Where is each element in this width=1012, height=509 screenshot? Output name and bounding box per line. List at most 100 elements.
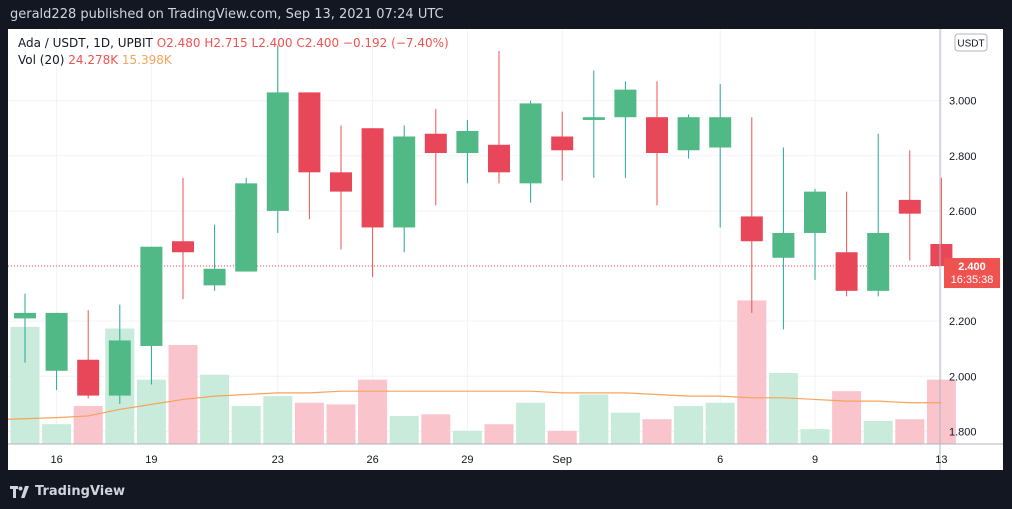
- volume-bar: [326, 404, 356, 444]
- candle[interactable]: [519, 100, 542, 203]
- time-tick-label: 19: [145, 454, 157, 466]
- candle-body: [45, 312, 68, 371]
- candle-body: [835, 252, 858, 291]
- volume-bar: [42, 424, 72, 444]
- candle[interactable]: [235, 177, 258, 272]
- candle[interactable]: [614, 81, 637, 178]
- time-tick-label: 26: [366, 454, 378, 466]
- candle[interactable]: [867, 133, 890, 297]
- candle[interactable]: [45, 312, 68, 391]
- price-tick-label: 1.800: [949, 426, 977, 438]
- volume-ma-value: 15.398K: [121, 53, 172, 67]
- candle[interactable]: [14, 293, 36, 363]
- candle-body: [330, 172, 352, 192]
- candle[interactable]: [582, 70, 605, 178]
- currency-badge[interactable]: USDT: [954, 33, 988, 52]
- volume-bar: [263, 396, 293, 444]
- candle[interactable]: [77, 310, 100, 399]
- candle[interactable]: [172, 177, 194, 300]
- volume-bar: [642, 419, 672, 444]
- price-tick-label: 3.000: [949, 96, 977, 108]
- volume-bar: [389, 415, 419, 444]
- candle[interactable]: [488, 51, 510, 184]
- chart-frame[interactable]: 3.000 2.800 2.600 2.400 2.200 2.000 1.800 16 19…: [8, 29, 1003, 470]
- volume-bar: [294, 402, 324, 444]
- volume-bar: [705, 402, 735, 444]
- candle[interactable]: [772, 147, 795, 330]
- time-tick-label: 6: [717, 454, 723, 466]
- volume-bar: [579, 394, 609, 444]
- candle[interactable]: [740, 117, 763, 313]
- candle[interactable]: [646, 81, 668, 206]
- volume-bar: [737, 300, 767, 444]
- symbol-label: Ada / USDT, 1D, UPBIT: [18, 36, 153, 50]
- candle-body: [677, 117, 700, 151]
- candle-body: [646, 117, 668, 154]
- publish-line: gerald228 published on TradingView.com, …: [10, 7, 444, 22]
- candle[interactable]: [266, 45, 289, 233]
- candle-body: [77, 359, 100, 396]
- volume-value: 24.278K: [68, 53, 119, 67]
- volume-bar: [768, 373, 798, 444]
- volume-bar: [547, 430, 577, 444]
- candle[interactable]: [203, 224, 226, 291]
- volume-bar: [674, 406, 704, 444]
- candle[interactable]: [804, 188, 826, 280]
- chart-legend: Ada / USDT, 1D, UPBIT O2.480 H2.715 L2.4…: [18, 35, 449, 69]
- candle[interactable]: [677, 114, 700, 159]
- candles[interactable]: [14, 45, 953, 404]
- volume-bar: [926, 379, 956, 444]
- candle-body: [867, 232, 890, 291]
- legend-symbol-row: Ada / USDT, 1D, UPBIT O2.480 H2.715 L2.4…: [18, 35, 449, 52]
- candle-body: [898, 199, 921, 214]
- grid-lines: [8, 29, 942, 444]
- volume-bar: [421, 414, 451, 444]
- candle[interactable]: [898, 150, 921, 261]
- volume-bar: [452, 430, 482, 444]
- time-axis[interactable]: 16 19 23 26 29 Sep 6 9 13: [50, 454, 947, 466]
- time-tick-label: 23: [272, 454, 284, 466]
- brand-name: TradingView: [35, 484, 126, 499]
- time-tick-label: 29: [461, 454, 473, 466]
- candle-body: [456, 130, 479, 154]
- candle[interactable]: [393, 125, 416, 253]
- candle[interactable]: [108, 304, 131, 404]
- candle[interactable]: [930, 177, 953, 267]
- volume-bar: [863, 420, 893, 444]
- volume-bar: [516, 402, 546, 444]
- volume-bar: [484, 424, 514, 444]
- candle[interactable]: [140, 246, 163, 385]
- price-tick-label: 2.000: [949, 371, 977, 383]
- candle[interactable]: [456, 119, 479, 184]
- price-tick-label: 2.200: [949, 316, 977, 328]
- candlestick-chart[interactable]: 3.000 2.800 2.600 2.400 2.200 2.000 1.800 16 19…: [8, 29, 1003, 470]
- volume-bar: [832, 391, 862, 444]
- volume-label: Vol (20): [18, 53, 65, 67]
- volume-bar: [895, 419, 925, 444]
- candle[interactable]: [330, 125, 352, 250]
- price-tick-label: 2.800: [949, 151, 977, 163]
- candle-body: [108, 340, 131, 396]
- candle[interactable]: [709, 84, 732, 228]
- time-tick-label: 13: [935, 454, 947, 466]
- volume-ma-line: [8, 390, 942, 420]
- candle-body: [582, 117, 605, 120]
- volume-bar: [73, 406, 103, 444]
- footer[interactable]: TradingView: [10, 484, 125, 499]
- candle-body: [424, 133, 447, 154]
- time-tick-label: 9: [812, 454, 818, 466]
- candle-body: [804, 191, 826, 233]
- candle[interactable]: [551, 111, 574, 181]
- candle-body: [203, 268, 226, 286]
- volume-bar: [800, 429, 830, 444]
- volume-bar: [231, 406, 261, 444]
- candle[interactable]: [835, 191, 858, 297]
- currency-label: USDT: [957, 39, 984, 50]
- volume-bar: [358, 379, 388, 444]
- candle[interactable]: [298, 92, 321, 220]
- candle[interactable]: [424, 108, 447, 206]
- volume-bars: [10, 300, 956, 444]
- candle-body: [551, 136, 574, 151]
- candle-body: [140, 246, 163, 346]
- candle[interactable]: [361, 128, 384, 278]
